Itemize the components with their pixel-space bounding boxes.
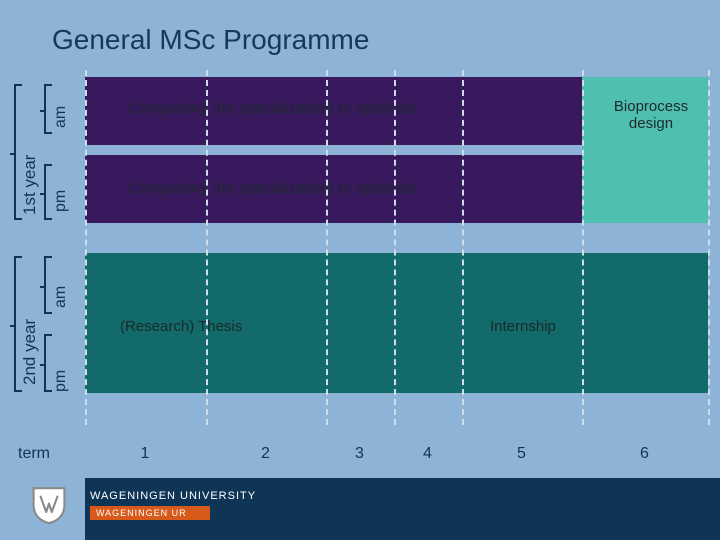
term-divider-2 [326, 70, 328, 425]
term-divider-3 [394, 70, 396, 425]
term-number-1: 1 [141, 445, 150, 463]
term-divider-1 [206, 70, 208, 425]
slide: { "layout": { "page_width": 720, "page_h… [0, 0, 720, 540]
ampm-4: pm [52, 370, 70, 392]
wordmark-line1: WAGENINGEN UNIVERSITY [90, 490, 256, 502]
label-thesis: (Research) Thesis [120, 318, 242, 335]
term-heading: term [18, 445, 50, 463]
label-y1-am: Compulsory (for specialization) or optio… [128, 100, 416, 117]
page-title: General MSc Programme [52, 24, 369, 56]
year-label-1: 1st year [20, 155, 40, 215]
term-number-5: 5 [517, 445, 526, 463]
term-number-3: 3 [355, 445, 364, 463]
label-y1-pm: Compulsory (for specialization) or optio… [128, 180, 416, 197]
term-divider-4 [462, 70, 464, 425]
university-logo [28, 484, 70, 526]
term-number-6: 6 [640, 445, 649, 463]
label-internship: Internship [490, 318, 556, 335]
wordmark-line2: WAGENINGEN UR [96, 508, 187, 518]
term-divider-5 [582, 70, 584, 425]
term-divider-0 [85, 70, 87, 425]
shield-icon [28, 484, 70, 526]
ampm-2: pm [52, 190, 70, 212]
term-divider-6 [708, 70, 710, 425]
ampm-3: am [52, 286, 70, 308]
ampm-1: am [52, 106, 70, 128]
label-bioprocess: Bioprocess design [603, 98, 699, 132]
term-number-4: 4 [423, 445, 432, 463]
year-label-2: 2nd year [20, 319, 40, 385]
term-number-2: 2 [261, 445, 270, 463]
